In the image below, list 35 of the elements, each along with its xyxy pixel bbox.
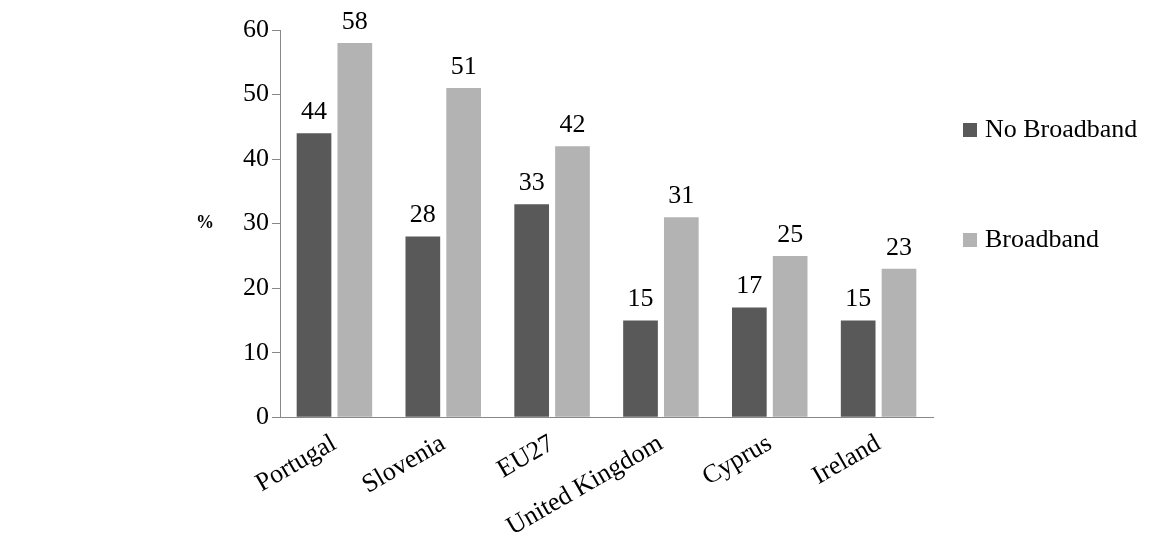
- bar: [405, 236, 441, 417]
- y-tick-label: 30: [243, 207, 269, 237]
- data-label: 15: [845, 283, 872, 313]
- data-label: 44: [301, 96, 328, 126]
- bar: [337, 42, 373, 417]
- bar: [514, 204, 550, 417]
- y-tick-label: 40: [243, 142, 269, 172]
- x-tick-label: Cyprus: [696, 427, 777, 491]
- data-label: 17: [736, 270, 763, 300]
- data-label: 23: [885, 231, 912, 261]
- data-label: 25: [777, 218, 804, 248]
- bar: [555, 146, 590, 417]
- bar: [840, 320, 876, 417]
- legend-label: Broadband: [985, 223, 1100, 253]
- data-label: 42: [559, 109, 586, 138]
- bar: [772, 255, 808, 417]
- data-label: 31: [668, 179, 695, 209]
- data-label: 51: [450, 50, 477, 80]
- bar: [446, 88, 481, 417]
- data-label: 33: [518, 167, 545, 197]
- data-label: 58: [341, 5, 368, 35]
- legend-label: No Broadband: [985, 113, 1138, 143]
- y-tick-label: 10: [243, 336, 269, 366]
- y-axis-title: %: [196, 212, 214, 233]
- bar: [881, 268, 917, 417]
- y-tick-label: 50: [243, 78, 269, 108]
- bar: [623, 320, 658, 417]
- data-label: 15: [627, 283, 654, 313]
- y-tick-label: 60: [243, 13, 269, 43]
- bar: [732, 307, 767, 417]
- data-label: 28: [409, 199, 436, 229]
- bar: [296, 133, 332, 417]
- bar: [663, 217, 699, 417]
- y-tick-label: 0: [256, 401, 269, 431]
- y-tick-label: 20: [243, 271, 269, 301]
